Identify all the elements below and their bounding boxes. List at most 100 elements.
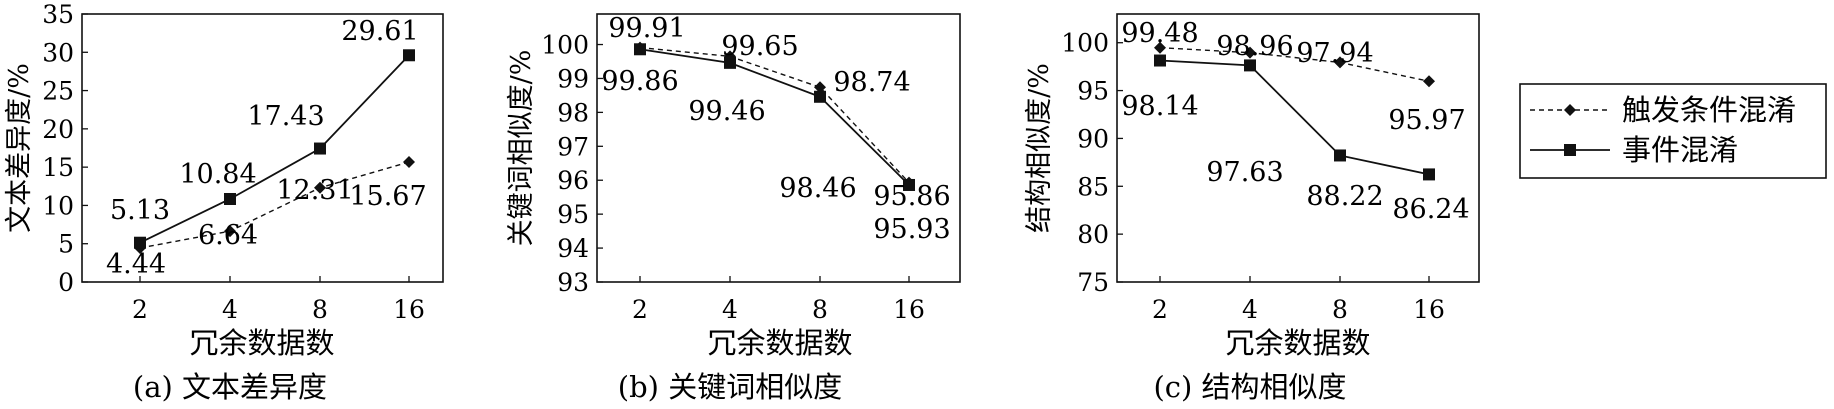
- x-tick-label: 16: [893, 295, 925, 324]
- y-axis-label: 关键词相似度/%: [506, 50, 537, 247]
- data-label: 98.46: [779, 173, 856, 204]
- chart-panel-2: 75 80 85 90 95 100 2 4 8 16 冗余数据数 结构相似度/% (c) 结构相似度 9…: [1024, 13, 1480, 404]
- series-line-0: [1159, 46, 1430, 82]
- y-tick-label: 35: [42, 0, 74, 29]
- data-label: 17.43: [247, 101, 324, 132]
- plot-frame: [596, 13, 961, 283]
- data-label: 88.22: [1306, 181, 1383, 212]
- y-tick-label: 98: [557, 98, 589, 127]
- diamond-marker: [314, 181, 326, 194]
- data-label: 98.14: [1121, 91, 1198, 122]
- y-tick-label: 99: [557, 64, 589, 93]
- square-marker: [903, 178, 915, 191]
- square-marker: [724, 56, 736, 69]
- square-marker: [1564, 144, 1576, 156]
- x-tick-label: 2: [632, 295, 648, 324]
- square-marker: [634, 43, 646, 56]
- chart-panel-1: 93 94 95 96 97 98 99 100 2 4 8 16 冗余数据数 关键词相似度/% (b) 关…: [506, 13, 961, 404]
- diamond-marker: [1564, 104, 1576, 116]
- diamond-marker: [1334, 56, 1346, 69]
- data-label: 99.65: [721, 31, 798, 62]
- y-tick-label: 96: [557, 166, 589, 195]
- square-marker: [1423, 168, 1435, 181]
- diamond-marker: [1154, 41, 1166, 54]
- square-marker: [403, 49, 415, 62]
- square-marker: [1154, 54, 1166, 67]
- y-tick-label: 30: [42, 38, 74, 67]
- legend-box: [1519, 83, 1827, 179]
- data-label: 86.24: [1392, 194, 1469, 225]
- chart-caption: (a) 文本差异度: [133, 370, 327, 404]
- data-label: 97.94: [1296, 38, 1373, 69]
- square-marker: [224, 192, 236, 205]
- plot-frame: [1116, 13, 1480, 283]
- series-line-0: [639, 46, 910, 184]
- y-tick-label: 80: [1077, 220, 1109, 249]
- x-axis-label: 冗余数据数: [1225, 326, 1370, 360]
- data-label: 98.96: [1216, 31, 1293, 62]
- x-tick-label: 8: [1332, 295, 1348, 324]
- chart-caption: (c) 结构相似度: [1153, 370, 1346, 404]
- y-tick-label: 93: [557, 268, 589, 297]
- x-tick-label: 8: [312, 295, 328, 324]
- data-label: 29.61: [341, 16, 418, 47]
- y-tick-label: 20: [42, 115, 74, 144]
- y-tick-label: 94: [557, 234, 589, 263]
- y-axis-label: 结构相似度/%: [1024, 63, 1055, 233]
- y-tick-label: 25: [42, 77, 74, 106]
- chart-caption: (b) 关键词相似度: [618, 370, 842, 404]
- x-axis-label: 冗余数据数: [189, 326, 334, 360]
- series-line-0: [139, 161, 410, 249]
- y-tick-label: 0: [58, 268, 74, 297]
- plot-frame: [81, 13, 444, 283]
- data-label: 10.84: [179, 159, 256, 190]
- x-tick-label: 16: [393, 295, 425, 324]
- data-label: 99.91: [608, 13, 685, 44]
- legend-label-1: 事件混淆: [1622, 133, 1738, 167]
- data-label: 95.97: [1388, 105, 1465, 136]
- data-label: 99.48: [1121, 18, 1198, 49]
- series-line-1: [639, 48, 910, 186]
- diamond-marker: [1244, 46, 1256, 59]
- y-tick-label: 5: [58, 230, 74, 259]
- data-label: 95.86: [873, 181, 950, 212]
- y-tick-label: 100: [541, 31, 589, 60]
- y-tick-label: 95: [1077, 77, 1109, 106]
- data-label: 5.13: [110, 195, 170, 226]
- x-axis-label: 冗余数据数: [707, 326, 852, 360]
- y-tick-label: 75: [1077, 268, 1109, 297]
- data-label: 15.67: [349, 181, 426, 212]
- square-marker: [1334, 149, 1346, 162]
- y-axis-label: 文本差异度/%: [4, 63, 35, 233]
- y-tick-label: 97: [557, 132, 589, 161]
- legend-label-0: 触发条件混淆: [1622, 93, 1796, 127]
- data-label: 99.86: [601, 66, 678, 97]
- data-label: 97.63: [1206, 157, 1283, 188]
- x-tick-label: 2: [1152, 295, 1168, 324]
- x-tick-label: 4: [222, 295, 238, 324]
- y-tick-label: 15: [42, 153, 74, 182]
- data-label: 95.93: [873, 214, 950, 245]
- chart-panel-0: 0 5 10 15 20 25 30 35 2 4 8 16 冗余数据数 文本差异度/% (a) 文本差异度…: [4, 0, 444, 404]
- series-line-1: [1159, 59, 1430, 176]
- x-tick-label: 2: [132, 295, 148, 324]
- x-tick-label: 8: [812, 295, 828, 324]
- y-tick-label: 90: [1077, 124, 1109, 153]
- square-marker: [1244, 59, 1256, 72]
- diamond-marker: [403, 156, 415, 169]
- data-label: 12.31: [276, 175, 353, 206]
- square-marker: [814, 90, 826, 103]
- x-tick-label: 4: [722, 295, 738, 324]
- data-label: 99.46: [688, 96, 765, 127]
- y-tick-label: 100: [1061, 29, 1109, 58]
- diamond-marker: [1423, 75, 1435, 88]
- diamond-marker: [224, 225, 236, 238]
- data-label: 4.44: [106, 249, 166, 280]
- x-tick-label: 16: [1413, 295, 1445, 324]
- square-marker: [314, 142, 326, 155]
- y-tick-label: 85: [1077, 172, 1109, 201]
- series-line-1: [139, 54, 410, 244]
- square-marker: [134, 236, 146, 249]
